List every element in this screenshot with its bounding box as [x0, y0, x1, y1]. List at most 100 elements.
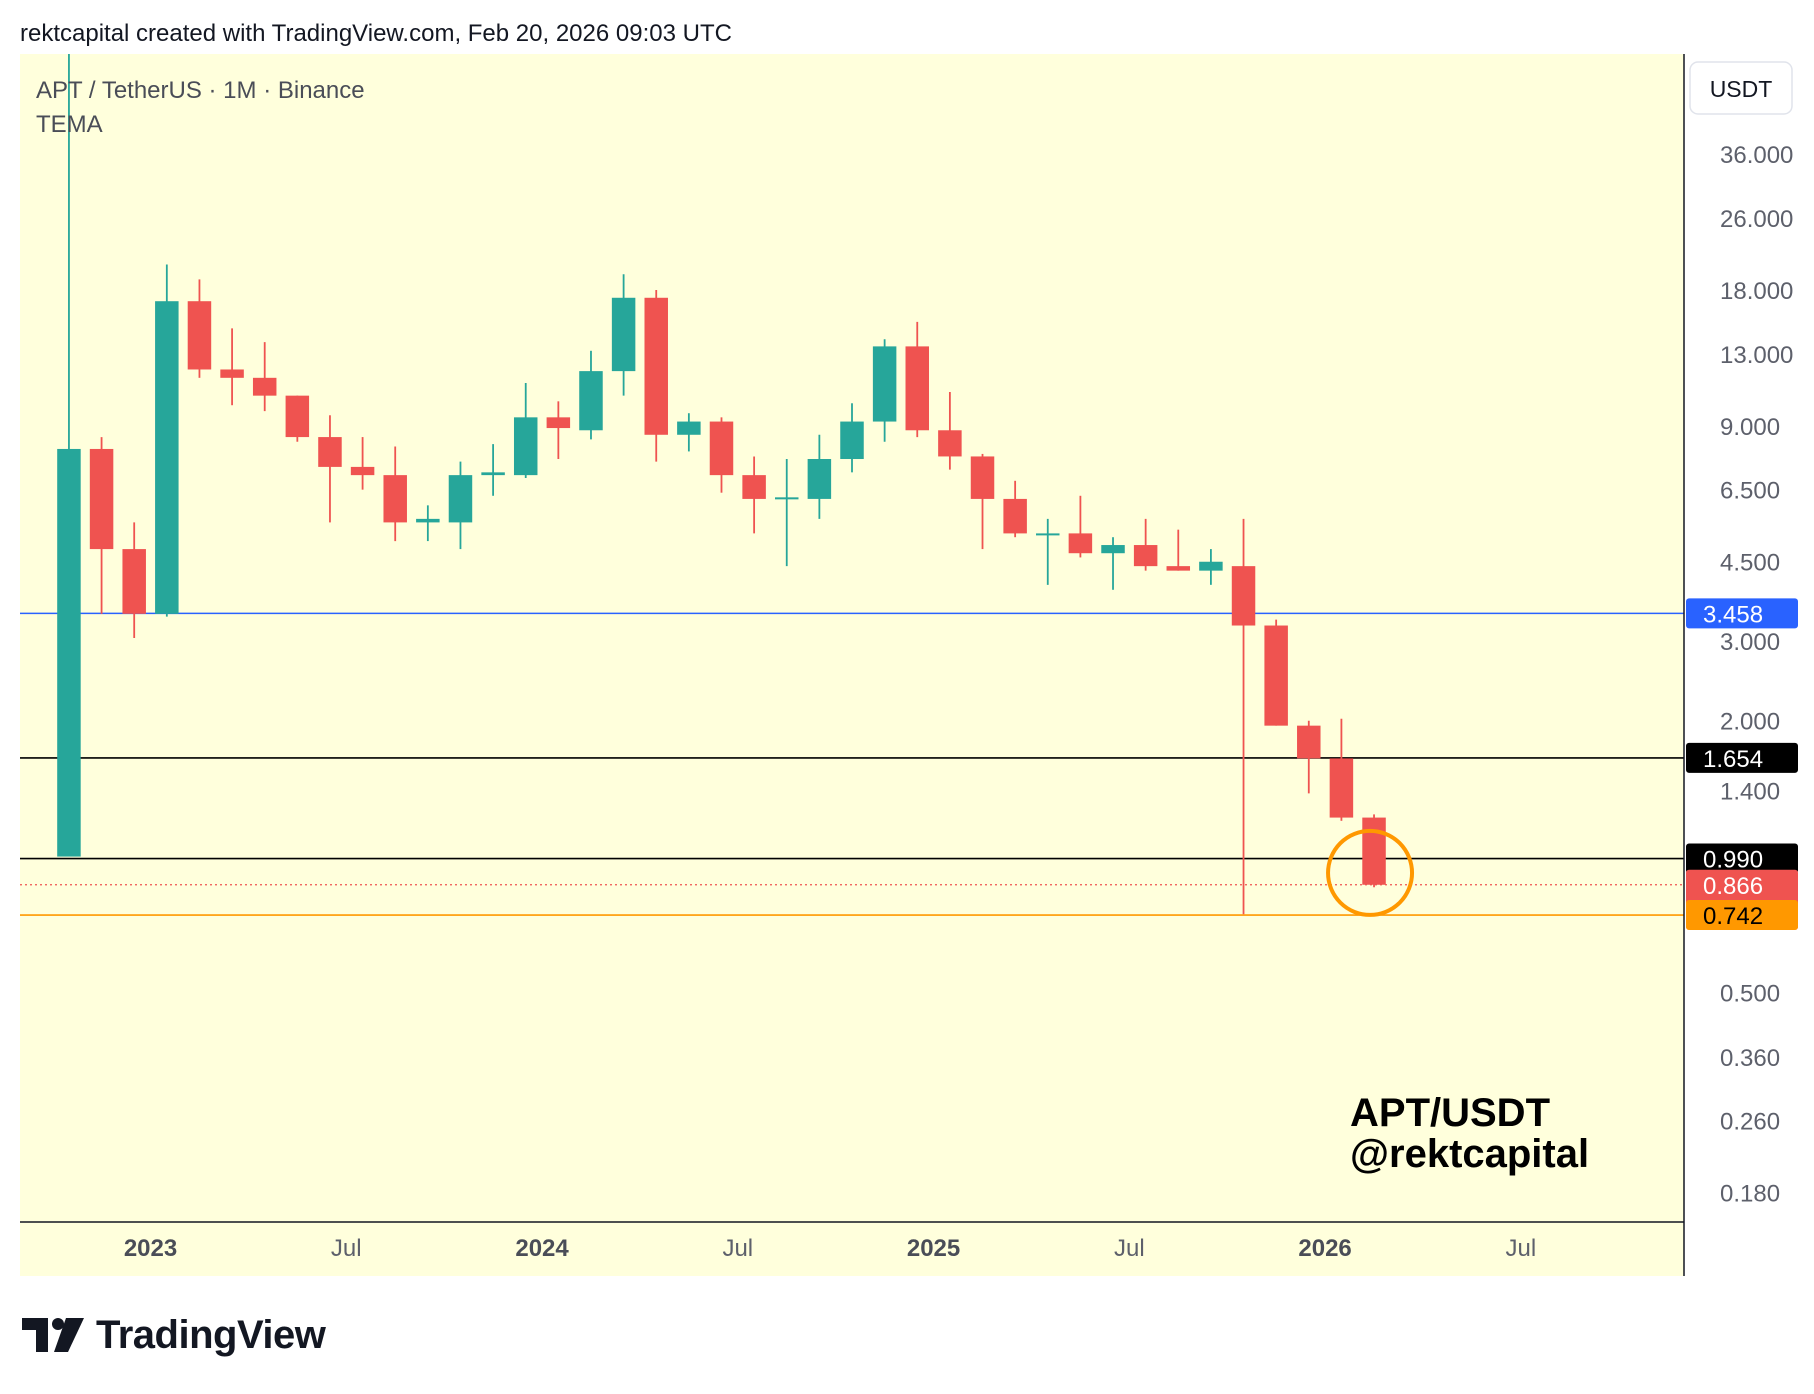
price-tick-label: 4.500	[1720, 550, 1780, 577]
candle[interactable]	[938, 391, 962, 470]
candle-body	[1199, 561, 1223, 571]
price-label-value: 0.866	[1703, 873, 1763, 900]
candle[interactable]	[57, 54, 81, 857]
candle[interactable]	[383, 446, 407, 542]
chart-title: APT / TetherUS · 1M · Binance	[36, 77, 365, 104]
candle[interactable]	[1133, 518, 1158, 571]
tradingview-logo-icon	[22, 1318, 84, 1352]
candle-body	[579, 371, 603, 431]
price-label-value: 0.990	[1703, 847, 1763, 874]
candle-body	[89, 448, 114, 550]
tradingview-logo-text: TradingView	[96, 1312, 326, 1357]
candle[interactable]	[1199, 549, 1223, 585]
candle[interactable]	[155, 264, 179, 617]
candle[interactable]	[807, 434, 832, 519]
candle-body	[1231, 566, 1256, 626]
time-tick-label: 2023	[124, 1235, 177, 1262]
candle-body	[1036, 533, 1060, 536]
tradingview-logo[interactable]: TradingView	[22, 1312, 326, 1358]
candle-body	[220, 369, 244, 378]
candle-body	[1166, 566, 1191, 571]
time-tick-label: Jul	[722, 1235, 753, 1262]
currency-button[interactable]: USDT	[1689, 61, 1793, 115]
candle[interactable]	[1068, 495, 1093, 558]
candle[interactable]	[285, 395, 310, 442]
candle[interactable]	[1036, 518, 1060, 585]
price-tick-label: 6.500	[1720, 478, 1780, 505]
candle[interactable]	[1329, 718, 1354, 821]
candle[interactable]	[187, 279, 212, 378]
candle[interactable]	[1264, 619, 1288, 726]
candle[interactable]	[1231, 518, 1256, 915]
candle-body	[1264, 625, 1288, 726]
candle[interactable]	[579, 350, 603, 440]
candle-body	[481, 472, 505, 476]
candle[interactable]	[122, 522, 146, 638]
candle-body	[938, 430, 962, 457]
candle[interactable]	[1003, 480, 1027, 538]
candle[interactable]	[905, 321, 930, 438]
candle-body	[1297, 725, 1321, 759]
price-axis-background	[1684, 54, 1798, 1276]
price-tick-label: 0.360	[1720, 1045, 1780, 1072]
candle-body	[872, 346, 897, 422]
candle-body	[318, 437, 342, 467]
candle[interactable]	[970, 453, 995, 550]
candle[interactable]	[1101, 537, 1125, 590]
candle[interactable]	[644, 289, 668, 462]
highlight-circle	[1326, 828, 1415, 917]
time-tick-label: 2026	[1298, 1235, 1351, 1262]
price-label-bg	[1686, 598, 1798, 629]
candle-body	[840, 421, 864, 460]
indicator-label: TEMA	[36, 111, 103, 138]
price-label-3.458: 3.458	[1686, 598, 1798, 629]
price-tick-label: 0.260	[1720, 1109, 1780, 1136]
candle[interactable]	[774, 459, 799, 567]
price-label-bg	[1686, 843, 1798, 874]
candle[interactable]	[677, 413, 701, 452]
time-tick-label: Jul	[1506, 1235, 1537, 1262]
candle[interactable]	[252, 342, 277, 412]
candle[interactable]	[1166, 529, 1191, 571]
candle[interactable]	[220, 328, 244, 406]
candle-body	[1003, 498, 1027, 534]
candle[interactable]	[872, 339, 897, 442]
price-tick-label: 18.000	[1720, 278, 1793, 305]
candle[interactable]	[350, 437, 375, 490]
candle[interactable]	[1362, 814, 1386, 888]
candle[interactable]	[513, 383, 538, 478]
plot-background	[20, 54, 1684, 1276]
candle-body	[546, 417, 571, 429]
price-tick-label: 0.500	[1720, 980, 1780, 1007]
candle[interactable]	[1297, 720, 1321, 794]
candle[interactable]	[709, 417, 734, 493]
candle[interactable]	[742, 456, 766, 534]
price-label-bg	[1686, 900, 1798, 931]
currency-button-label: USDT	[1710, 76, 1773, 102]
price-tick-label: 13.000	[1720, 342, 1793, 369]
candle-body	[644, 297, 668, 435]
candle-body	[1068, 533, 1093, 554]
chart-frame: 52.00036.00026.00018.00013.0009.0006.500…	[20, 54, 1798, 1276]
price-tick-label: 1.400	[1720, 779, 1780, 806]
candle[interactable]	[481, 444, 505, 496]
candle-body	[677, 421, 701, 435]
candle-body	[285, 395, 310, 438]
candle-body	[416, 518, 440, 523]
candle[interactable]	[448, 461, 473, 550]
price-chart[interactable]: 52.00036.00026.00018.00013.0009.0006.500…	[20, 54, 1798, 1276]
candle[interactable]	[611, 274, 636, 396]
candle-body	[1133, 545, 1158, 567]
time-tick-label: Jul	[1114, 1235, 1145, 1262]
price-tick-label: 3.000	[1720, 629, 1780, 656]
candle-body	[252, 377, 277, 396]
candle[interactable]	[416, 505, 440, 542]
candle[interactable]	[546, 401, 571, 460]
price-label-1.654: 1.654	[1686, 742, 1798, 773]
candle[interactable]	[89, 437, 114, 614]
header-credit: rektcapital created with TradingView.com…	[20, 20, 732, 47]
candle[interactable]	[840, 403, 864, 473]
candle-body	[383, 475, 407, 523]
candle[interactable]	[318, 415, 342, 523]
candle-body	[1362, 817, 1386, 885]
